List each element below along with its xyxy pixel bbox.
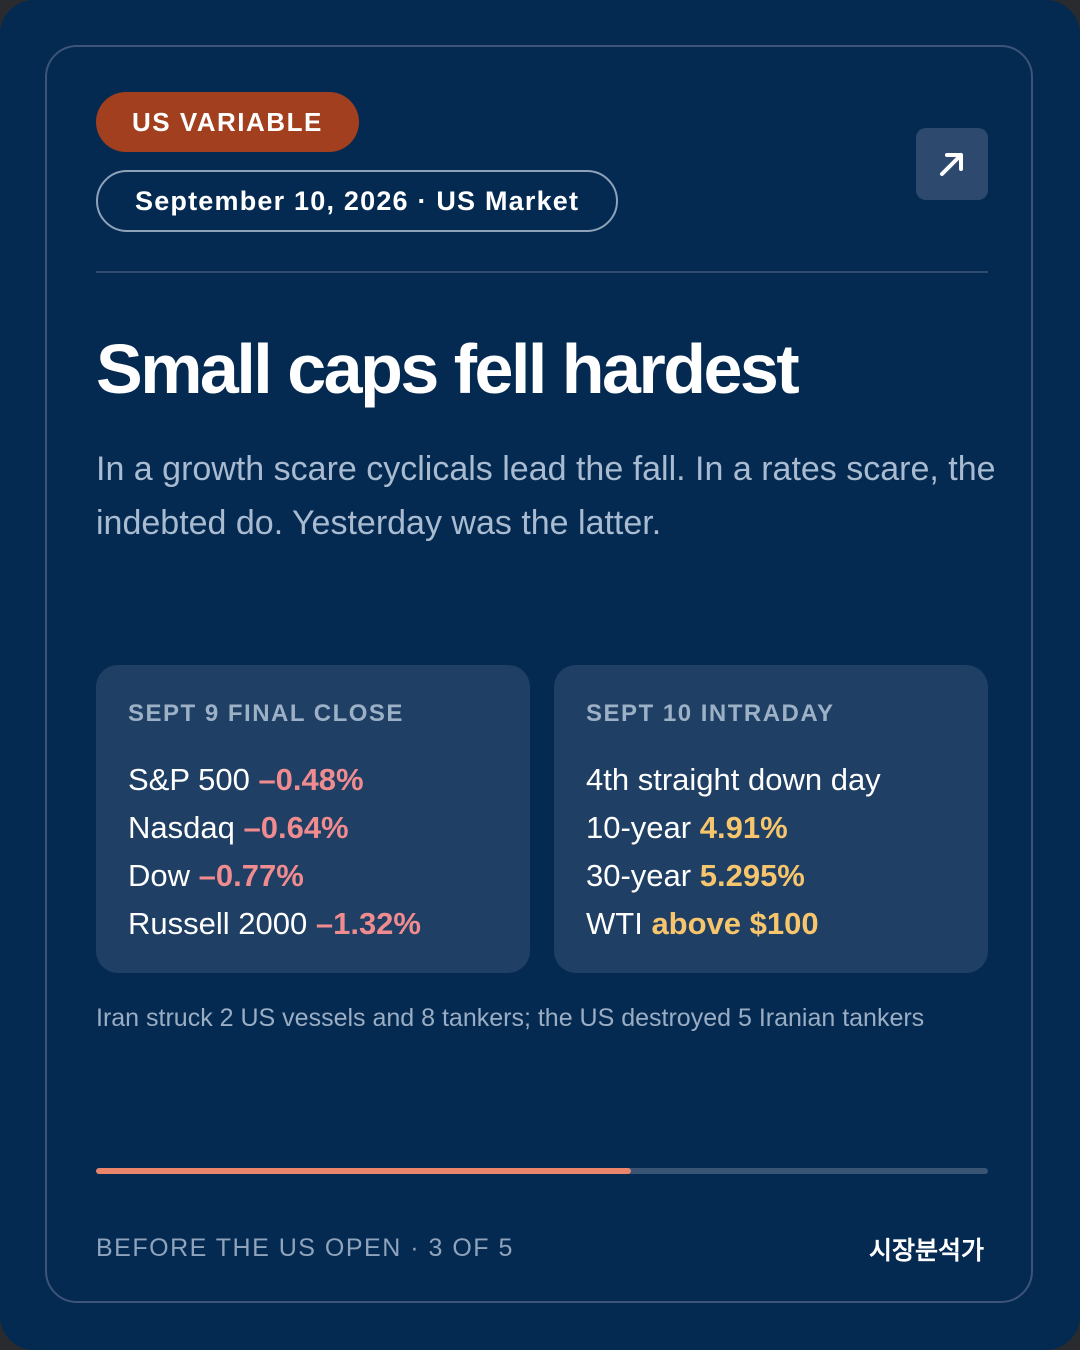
stat-value: –1.32% <box>315 906 421 941</box>
stat-value: –0.64% <box>243 810 349 845</box>
footnote: Iran struck 2 US vessels and 8 tankers; … <box>96 1004 925 1032</box>
stat-row-nasdaq: Nasdaq –0.64% <box>128 804 498 852</box>
category-badge: US VARIABLE <box>96 92 359 152</box>
progress-bar <box>96 1168 988 1174</box>
stat-label: Russell 2000 <box>128 906 308 941</box>
stat-row-sp500: S&P 500 –0.48% <box>128 756 498 804</box>
stat-label: S&P 500 <box>128 762 250 797</box>
date-pill: September 10, 2026 · US Market <box>96 170 619 232</box>
share-button[interactable] <box>916 128 988 200</box>
panel-title: SEPT 9 FINAL CLOSE <box>128 700 404 727</box>
author-name: 시장분석가 <box>868 1237 984 1265</box>
stat-row-dow: Dow –0.77% <box>128 852 498 900</box>
stat-label: Dow <box>128 858 191 893</box>
headline: Small caps fell hardest <box>96 330 800 408</box>
lede: In a growth scare cyclicals lead the fal… <box>96 450 996 542</box>
stat-label: 30-year <box>586 858 692 893</box>
stat-label: 4th straight down day <box>586 762 881 797</box>
stat-label: Nasdaq <box>128 810 235 845</box>
stat-row-wti: WTI above $100 <box>586 900 956 948</box>
stat-row-russell-2000: Russell 2000 –1.32% <box>128 900 498 948</box>
panel-final-close: SEPT 9 FINAL CLOSE S&P 500 –0.48% Nasdaq… <box>96 665 530 973</box>
stat-row-30-year: 30-year 5.295% <box>586 852 956 900</box>
stat-row-down-days: 4th straight down day <box>586 756 956 804</box>
story-card: US VARIABLE September 10, 2026 · US Mark… <box>45 45 1033 1303</box>
divider <box>96 271 988 273</box>
panel-intraday: SEPT 10 INTRADAY 4th straight down day 1… <box>554 665 988 973</box>
stat-value: –0.77% <box>198 858 304 893</box>
arrow-up-right-icon <box>940 153 963 176</box>
page-indicator: BEFORE THE US OPEN · 3 OF 5 <box>96 1234 514 1262</box>
stat-value: above $100 <box>651 906 819 941</box>
stat-row-10-year: 10-year 4.91% <box>586 804 956 852</box>
stat-value: –0.48% <box>258 762 364 797</box>
progress-fill <box>96 1168 632 1174</box>
stat-value: 4.91% <box>699 810 788 845</box>
stat-label: WTI <box>586 906 643 941</box>
stat-label: 10-year <box>586 810 692 845</box>
stat-value: 5.295% <box>699 858 805 893</box>
panel-title: SEPT 10 INTRADAY <box>586 700 835 727</box>
